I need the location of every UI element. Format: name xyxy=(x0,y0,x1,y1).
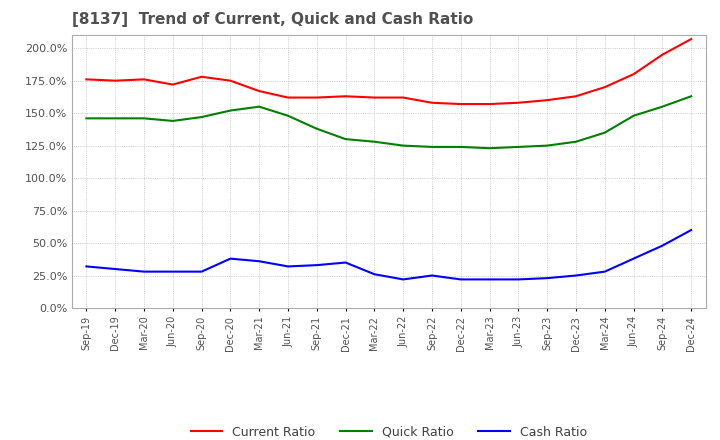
Cash Ratio xyxy=(255,259,264,264)
Cash Ratio xyxy=(140,269,148,274)
Quick Ratio xyxy=(514,144,523,150)
Cash Ratio xyxy=(168,269,177,274)
Cash Ratio xyxy=(572,273,580,278)
Current Ratio xyxy=(514,100,523,106)
Quick Ratio xyxy=(658,104,667,109)
Cash Ratio xyxy=(82,264,91,269)
Current Ratio xyxy=(197,74,206,79)
Quick Ratio xyxy=(284,113,292,118)
Quick Ratio xyxy=(600,130,609,135)
Current Ratio xyxy=(370,95,379,100)
Cash Ratio xyxy=(543,275,552,281)
Cash Ratio xyxy=(226,256,235,261)
Quick Ratio xyxy=(572,139,580,144)
Current Ratio xyxy=(168,82,177,87)
Quick Ratio xyxy=(687,94,696,99)
Cash Ratio xyxy=(428,273,436,278)
Current Ratio xyxy=(312,95,321,100)
Current Ratio xyxy=(399,95,408,100)
Cash Ratio xyxy=(456,277,465,282)
Current Ratio xyxy=(543,98,552,103)
Legend: Current Ratio, Quick Ratio, Cash Ratio: Current Ratio, Quick Ratio, Cash Ratio xyxy=(186,421,592,440)
Quick Ratio xyxy=(456,144,465,150)
Quick Ratio xyxy=(428,144,436,150)
Current Ratio xyxy=(428,100,436,106)
Quick Ratio xyxy=(543,143,552,148)
Current Ratio xyxy=(341,94,350,99)
Current Ratio xyxy=(485,101,494,106)
Quick Ratio xyxy=(399,143,408,148)
Quick Ratio xyxy=(82,116,91,121)
Current Ratio xyxy=(255,88,264,94)
Cash Ratio xyxy=(284,264,292,269)
Current Ratio xyxy=(456,101,465,106)
Cash Ratio xyxy=(197,269,206,274)
Quick Ratio xyxy=(629,113,638,118)
Cash Ratio xyxy=(399,277,408,282)
Cash Ratio xyxy=(514,277,523,282)
Line: Cash Ratio: Cash Ratio xyxy=(86,230,691,279)
Current Ratio xyxy=(82,77,91,82)
Quick Ratio xyxy=(341,136,350,142)
Quick Ratio xyxy=(111,116,120,121)
Current Ratio xyxy=(629,72,638,77)
Current Ratio xyxy=(140,77,148,82)
Quick Ratio xyxy=(197,114,206,120)
Current Ratio xyxy=(226,78,235,83)
Cash Ratio xyxy=(629,256,638,261)
Cash Ratio xyxy=(312,263,321,268)
Quick Ratio xyxy=(370,139,379,144)
Quick Ratio xyxy=(168,118,177,124)
Line: Current Ratio: Current Ratio xyxy=(86,39,691,104)
Current Ratio xyxy=(658,52,667,57)
Cash Ratio xyxy=(600,269,609,274)
Cash Ratio xyxy=(485,277,494,282)
Current Ratio xyxy=(111,78,120,83)
Cash Ratio xyxy=(341,260,350,265)
Cash Ratio xyxy=(658,243,667,248)
Current Ratio xyxy=(687,37,696,42)
Quick Ratio xyxy=(312,126,321,132)
Current Ratio xyxy=(572,94,580,99)
Current Ratio xyxy=(600,84,609,90)
Quick Ratio xyxy=(255,104,264,109)
Quick Ratio xyxy=(140,116,148,121)
Current Ratio xyxy=(284,95,292,100)
Quick Ratio xyxy=(226,108,235,113)
Cash Ratio xyxy=(687,227,696,233)
Cash Ratio xyxy=(370,271,379,277)
Text: [8137]  Trend of Current, Quick and Cash Ratio: [8137] Trend of Current, Quick and Cash … xyxy=(72,12,473,27)
Cash Ratio xyxy=(111,266,120,271)
Quick Ratio xyxy=(485,146,494,151)
Line: Quick Ratio: Quick Ratio xyxy=(86,96,691,148)
